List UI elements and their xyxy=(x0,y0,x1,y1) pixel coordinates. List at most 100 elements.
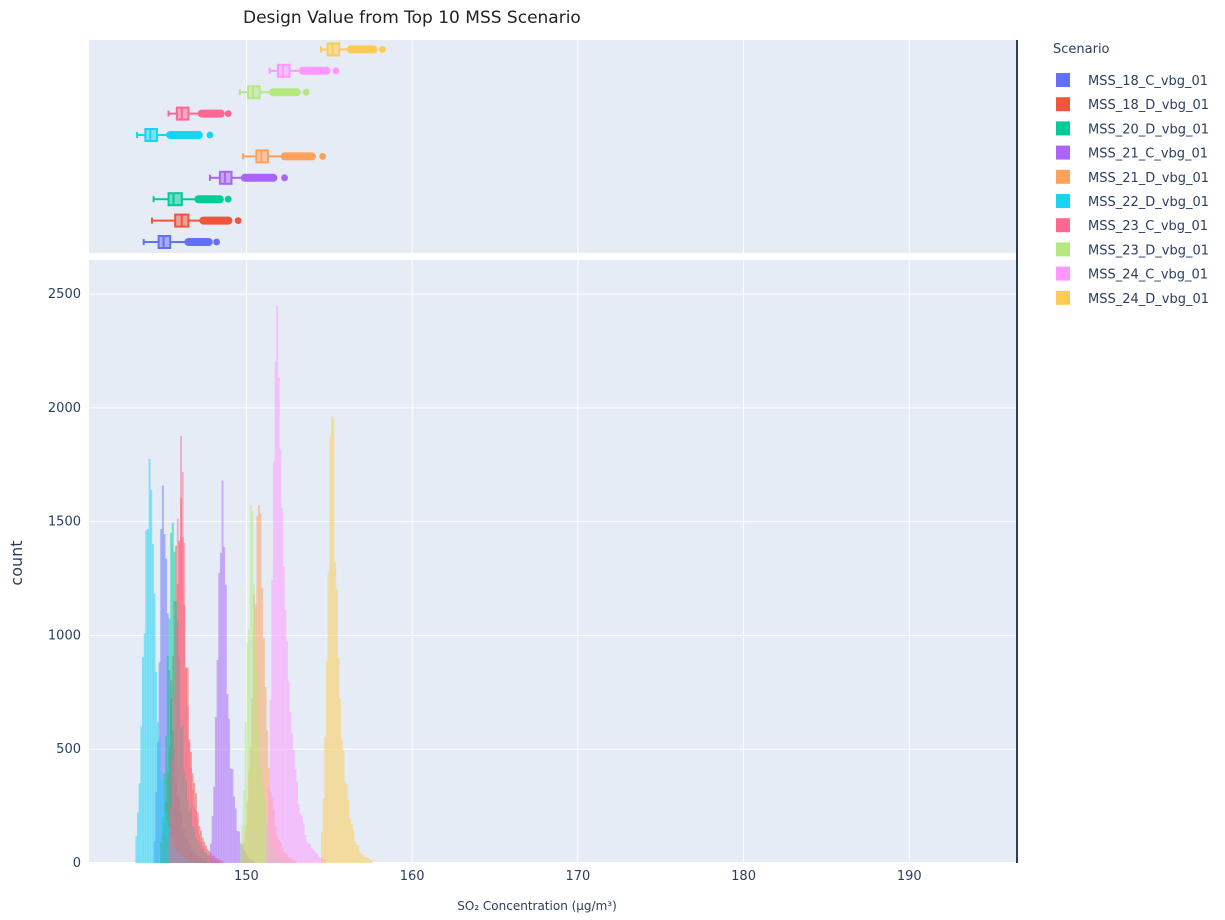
histogram-bar xyxy=(281,508,284,863)
histogram-series xyxy=(209,480,255,863)
histogram-bar xyxy=(286,641,289,863)
x-tick-label: 180 xyxy=(731,869,756,884)
histogram-series xyxy=(321,416,373,863)
legend-swatch xyxy=(1056,194,1070,208)
legend-label: MSS_22_D_vbg_01 xyxy=(1088,195,1209,210)
histogram-bar xyxy=(176,518,179,863)
histogram-bar xyxy=(299,813,302,863)
histogram-bar xyxy=(163,534,166,863)
box-plot-series xyxy=(238,85,310,100)
histogram-bar xyxy=(279,449,282,863)
histogram-bar xyxy=(269,699,272,863)
histogram-bar xyxy=(231,768,234,863)
histogram-bar xyxy=(180,435,182,863)
histogram-bar xyxy=(168,618,171,863)
box-plot-series xyxy=(167,106,232,121)
histogram-bar xyxy=(357,845,360,863)
legend-label: MSS_20_D_vbg_01 xyxy=(1088,122,1209,137)
legend-swatch xyxy=(1056,97,1070,112)
histogram-bar xyxy=(229,768,232,863)
histogram-bar xyxy=(266,730,269,863)
x-axis-title: SO₂ Concentration (µg/m³) xyxy=(457,899,617,913)
histogram-bar xyxy=(297,804,300,863)
histogram-bar xyxy=(312,850,315,863)
legend-swatch xyxy=(1056,290,1070,305)
histogram-bar xyxy=(143,633,146,863)
histogram-bar xyxy=(330,416,333,863)
grid-layer xyxy=(89,40,1017,864)
histogram-bar xyxy=(165,558,168,863)
histogram-bar xyxy=(272,461,275,863)
histogram-bar xyxy=(166,655,169,863)
histogram-bar xyxy=(277,378,280,863)
histogram-bar xyxy=(165,735,168,863)
histogram-bar xyxy=(345,783,348,863)
box-iqr xyxy=(167,192,183,207)
histogram-bar xyxy=(367,858,370,863)
histogram-bar xyxy=(218,573,221,863)
legend-swatch xyxy=(1056,121,1070,136)
histogram-bar xyxy=(200,841,202,863)
histogram-bar xyxy=(160,772,163,863)
box-plot-layer xyxy=(136,42,386,249)
box-outlier-max xyxy=(224,110,232,117)
histogram-bar xyxy=(340,739,343,863)
histogram-bar xyxy=(185,669,187,863)
box-plot-series xyxy=(242,149,327,164)
box-plot-series xyxy=(142,235,221,249)
histogram-bar xyxy=(142,657,144,863)
histogram-bar xyxy=(365,857,368,863)
histogram-bar xyxy=(259,513,262,863)
chart-title: Design Value from Top 10 MSS Scenario xyxy=(243,8,581,28)
histogram-bar xyxy=(334,562,337,863)
histogram-bar xyxy=(239,842,242,863)
histogram-bar xyxy=(223,547,226,863)
histogram-bar xyxy=(238,831,240,863)
histogram-bar xyxy=(370,860,373,863)
box-plot-series xyxy=(150,213,242,228)
histogram-bar xyxy=(360,853,363,863)
legend: Scenario MSS_18_C_vbg_01 MSS_18_D_vbg_01 M… xyxy=(1053,42,1209,307)
histogram-bar xyxy=(205,852,207,863)
histogram-bar xyxy=(302,823,305,863)
legend-swatch xyxy=(1056,169,1070,184)
histogram-bar xyxy=(296,781,298,863)
histogram-bar xyxy=(165,809,168,863)
legend-label: MSS_24_D_vbg_01 xyxy=(1088,292,1209,307)
histogram-bar xyxy=(155,671,158,863)
histogram-bar xyxy=(329,436,332,863)
histogram-bar xyxy=(259,765,262,863)
histogram-bar xyxy=(264,811,267,863)
histogram-bar xyxy=(319,857,322,863)
histogram-bar xyxy=(246,643,249,863)
histogram-bar xyxy=(201,845,204,863)
histogram-bar xyxy=(339,699,342,863)
box-outlier-max xyxy=(281,174,288,182)
box-outlier-max xyxy=(378,46,386,53)
y-axis-title: count xyxy=(7,540,26,585)
box-plot-series xyxy=(268,63,340,78)
histogram-bar xyxy=(224,584,227,863)
histogram-bar xyxy=(145,530,148,863)
histogram-bar xyxy=(153,593,156,863)
histogram-bar xyxy=(355,844,358,863)
histogram-bar xyxy=(186,706,189,863)
histogram-bar xyxy=(349,818,352,863)
histogram-bar xyxy=(151,543,154,863)
histogram-bar xyxy=(359,852,361,863)
legend-label: MSS_18_C_vbg_01 xyxy=(1088,74,1208,89)
box-outlier-max xyxy=(302,88,310,96)
histogram-bar xyxy=(267,787,270,863)
histogram-bar xyxy=(161,485,164,863)
histogram-bar xyxy=(307,843,310,863)
histogram-bar xyxy=(160,529,163,863)
histogram-bar xyxy=(251,510,254,863)
histogram-bar xyxy=(316,853,318,863)
x-tick-label: 170 xyxy=(565,869,590,884)
histogram-bar xyxy=(193,806,196,863)
histogram-bar xyxy=(289,711,292,863)
box-plot-series xyxy=(136,128,214,142)
legend-swatch xyxy=(1056,242,1070,257)
